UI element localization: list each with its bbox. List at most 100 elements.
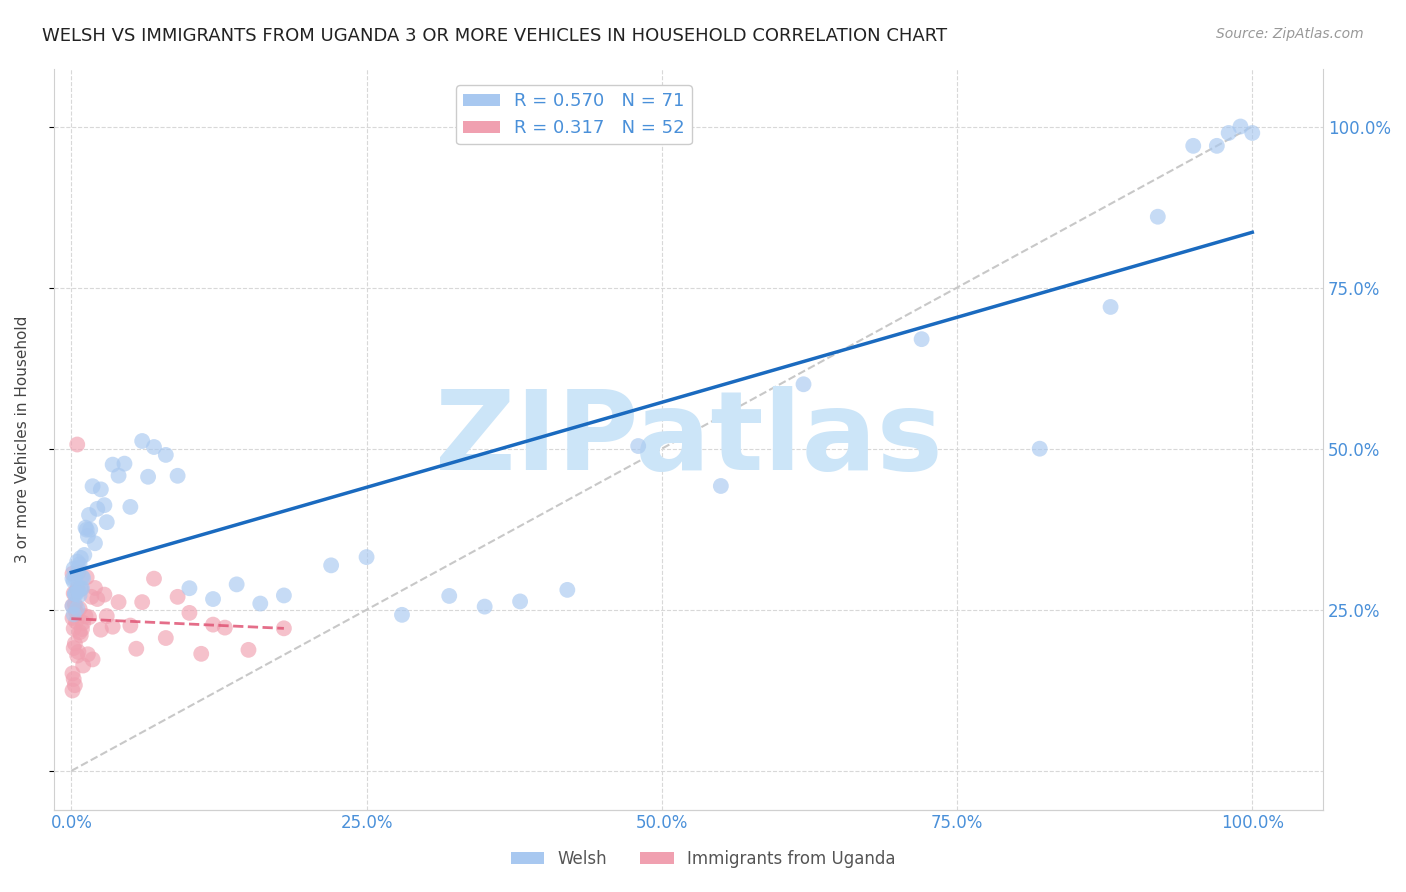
Point — [66, 582, 89, 596]
Point — [273, 621, 295, 635]
Point — [66, 437, 89, 451]
Point — [62, 574, 84, 589]
Text: WELSH VS IMMIGRANTS FROM UGANDA 3 OR MORE VEHICLES IN HOUSEHOLD CORRELATION CHAR: WELSH VS IMMIGRANTS FROM UGANDA 3 OR MOR… — [42, 27, 948, 45]
Point — [474, 599, 496, 614]
Point — [101, 620, 124, 634]
Point — [63, 587, 86, 601]
Point — [76, 570, 98, 584]
Point — [166, 590, 188, 604]
Point — [70, 570, 93, 584]
Point — [70, 622, 93, 636]
Point — [356, 550, 378, 565]
Point — [69, 558, 91, 572]
Point — [96, 515, 118, 529]
Point — [67, 561, 90, 575]
Point — [82, 479, 104, 493]
Point — [114, 457, 136, 471]
Point — [627, 439, 650, 453]
Point — [86, 501, 108, 516]
Point — [120, 618, 142, 632]
Point — [72, 615, 94, 630]
Point — [77, 610, 100, 624]
Point — [120, 500, 142, 514]
Point — [202, 617, 225, 632]
Point — [1241, 126, 1264, 140]
Point — [439, 589, 461, 603]
Point — [70, 582, 93, 596]
Point — [125, 641, 148, 656]
Point — [107, 595, 129, 609]
Text: Source: ZipAtlas.com: Source: ZipAtlas.com — [1216, 27, 1364, 41]
Point — [62, 566, 84, 581]
Point — [62, 599, 84, 614]
Point — [62, 607, 84, 622]
Point — [62, 622, 84, 636]
Point — [62, 572, 84, 586]
Point — [910, 332, 932, 346]
Point — [73, 548, 96, 562]
Point — [65, 615, 87, 629]
Point — [76, 529, 98, 543]
Point — [1205, 139, 1227, 153]
Point — [65, 587, 87, 601]
Point — [69, 628, 91, 642]
Point — [82, 652, 104, 666]
Point — [69, 582, 91, 596]
Point — [131, 595, 153, 609]
Point — [84, 581, 107, 595]
Point — [69, 581, 91, 595]
Point — [66, 601, 89, 615]
Point — [65, 568, 87, 582]
Point — [107, 468, 129, 483]
Point — [391, 607, 413, 622]
Point — [155, 448, 177, 462]
Point — [131, 434, 153, 448]
Point — [136, 469, 159, 483]
Point — [321, 558, 343, 573]
Point — [72, 658, 94, 673]
Point — [66, 555, 89, 569]
Point — [67, 583, 90, 598]
Point — [509, 594, 531, 608]
Point — [63, 636, 86, 650]
Point — [76, 648, 98, 662]
Point — [65, 605, 87, 619]
Point — [62, 666, 84, 681]
Point — [179, 606, 201, 620]
Point — [77, 508, 100, 522]
Point — [63, 598, 86, 612]
Point — [63, 571, 86, 585]
Legend: Welsh, Immigrants from Uganda: Welsh, Immigrants from Uganda — [503, 844, 903, 875]
Point — [63, 586, 86, 600]
Point — [62, 672, 84, 686]
Point — [90, 623, 112, 637]
Point — [273, 589, 295, 603]
Point — [1182, 139, 1205, 153]
Point — [214, 621, 236, 635]
Point — [155, 631, 177, 645]
Point — [75, 609, 97, 624]
Point — [190, 647, 212, 661]
Point — [93, 498, 115, 512]
Point — [62, 641, 84, 656]
Point — [76, 523, 98, 537]
Point — [166, 468, 188, 483]
Point — [69, 550, 91, 565]
Point — [557, 582, 579, 597]
Point — [75, 521, 97, 535]
Point — [238, 643, 260, 657]
Point — [249, 597, 271, 611]
Point — [80, 590, 103, 604]
Point — [69, 625, 91, 640]
Point — [66, 648, 89, 663]
Point — [1028, 442, 1050, 456]
Point — [179, 581, 201, 595]
Point — [1229, 120, 1251, 134]
Point — [90, 483, 112, 497]
Point — [63, 678, 86, 692]
Point — [792, 377, 814, 392]
Text: ZIPatlas: ZIPatlas — [434, 385, 942, 492]
Point — [143, 440, 166, 454]
Point — [96, 609, 118, 624]
Point — [62, 561, 84, 575]
